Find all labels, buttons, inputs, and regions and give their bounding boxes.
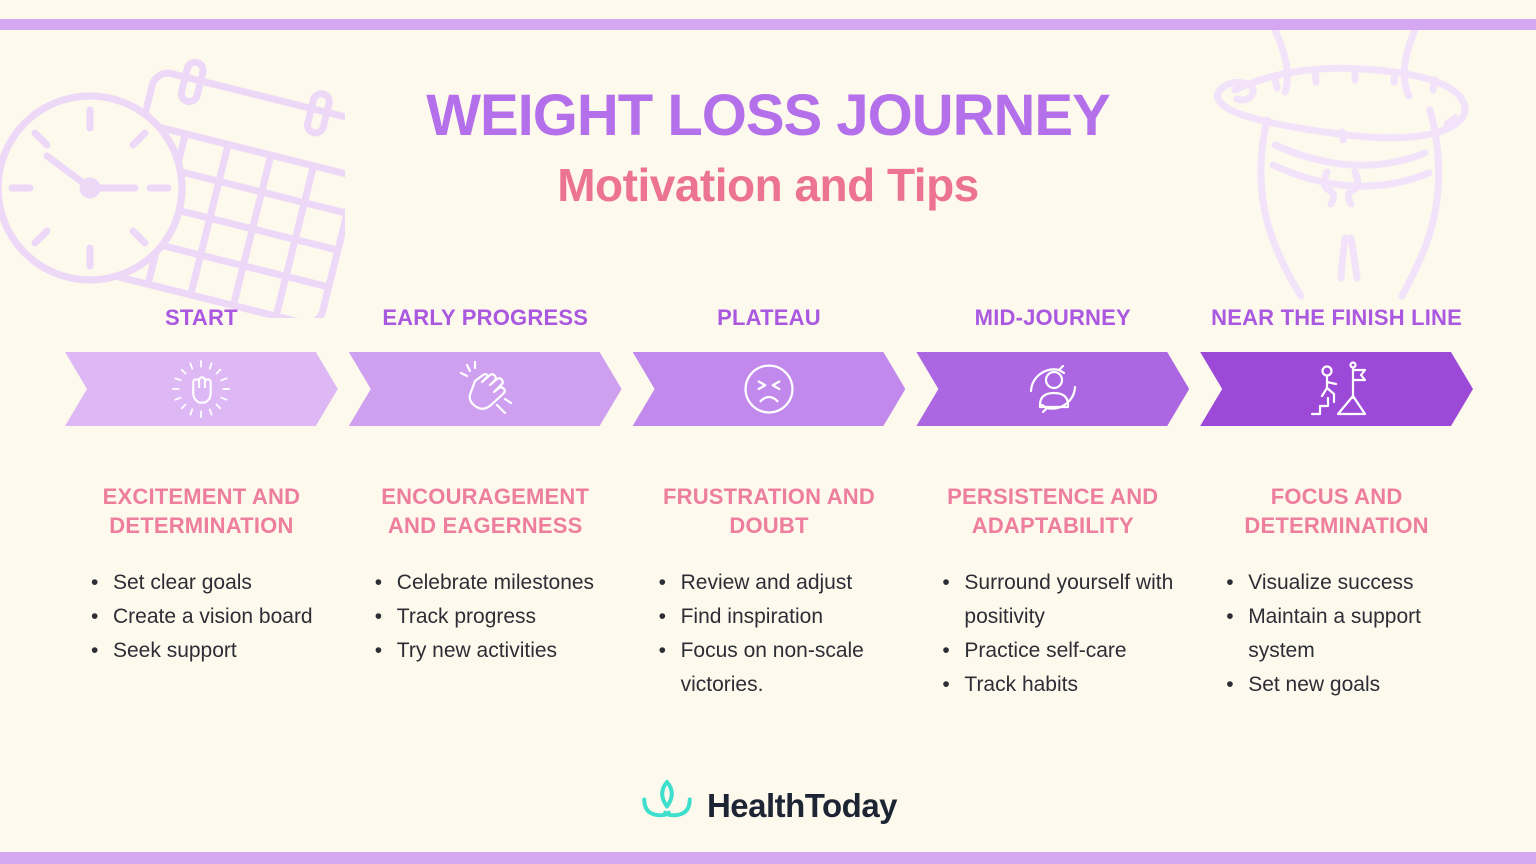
bullet-list: • Surround yourself with positivity • Prac… (916, 566, 1189, 702)
stage-heading: FRUSTRATION AND DOUBT (662, 484, 875, 538)
stage-label-plateau: PLATEAU (717, 305, 821, 330)
bullet-dot: • (658, 639, 666, 662)
list-item: • Set clear goals (91, 566, 338, 600)
bullet-text: Review and adjust (680, 571, 853, 594)
stage-heading: EXCITEMENT AND DETERMINATION (102, 484, 301, 538)
bullet-text: Seek support (113, 639, 237, 662)
arrow-segment-mid-journey (916, 352, 1189, 426)
page-subtitle: Motivation and Tips (557, 159, 979, 211)
summit-flag-icon (1304, 358, 1370, 420)
bullet-dot: • (658, 571, 666, 594)
bullet-dot: • (91, 639, 99, 662)
bullet-text: Visualize success (1248, 571, 1414, 594)
stage-heading: FOCUS AND DETERMINATION (1244, 484, 1429, 538)
bullet-text: Create a vision board (113, 605, 313, 628)
list-item: • Review and adjust (659, 566, 906, 600)
stage-label-start: START (165, 305, 238, 330)
stage-labels-row: START EARLY PROGRESS PLATEAU MID-JOURNEY… (65, 305, 1473, 331)
stage-detail-columns: EXCITEMENT AND DETERMINATION • Set clear … (65, 482, 1473, 702)
footer-brand: HealthToday (0, 778, 1536, 833)
bullet-text: Practice self-care (964, 639, 1127, 662)
bullet-dot: • (1226, 605, 1234, 628)
bullet-list: • Review and adjust • Find inspiration • Fo… (633, 566, 906, 702)
brand-name: HealthToday (706, 786, 898, 824)
stage-label-near-finish: NEAR THE FINISH LINE (1211, 305, 1463, 330)
list-item: • Visualize success (1226, 566, 1473, 600)
stage-column-near-finish: FOCUS AND DETERMINATION • Visualize succe… (1200, 482, 1473, 702)
bullet-dot: • (1226, 571, 1234, 594)
bullet-text: Focus on non-scale victories. (680, 639, 864, 696)
list-item: • Seek support (91, 634, 338, 668)
arrow-segment-early-progress (349, 352, 622, 426)
list-item: • Track habits (942, 668, 1189, 702)
stage-column-early-progress: ENCOURAGEMENT AND EAGERNESS • Celebrate m… (349, 482, 622, 702)
bottom-accent-bar (0, 852, 1536, 864)
page-title: WEIGHT LOSS JOURNEY (426, 83, 1111, 148)
list-item: • Try new activities (375, 634, 622, 668)
list-item: • Practice self-care (942, 634, 1189, 668)
bullet-dot: • (942, 673, 950, 696)
list-item: • Create a vision board (91, 600, 338, 634)
bullet-text: Surround yourself with positivity (964, 571, 1174, 628)
bullet-list: • Visualize success • Maintain a support s… (1200, 566, 1473, 702)
bullet-text: Maintain a support system (1248, 605, 1421, 662)
stage-heading: ENCOURAGEMENT AND EAGERNESS (381, 484, 590, 538)
bullet-text: Set new goals (1248, 673, 1381, 696)
list-item: • Track progress (375, 600, 622, 634)
bullet-list: • Celebrate milestones • Track progress • T… (349, 566, 622, 668)
arrow-segment-plateau (633, 352, 906, 426)
frustrated-face-icon (739, 359, 799, 419)
lotus-icon (639, 778, 695, 833)
clapping-hands-icon (453, 357, 517, 421)
list-item: • Set new goals (1226, 668, 1473, 702)
bullet-dot: • (91, 605, 99, 628)
bullet-dot: • (374, 639, 383, 662)
list-item: • Maintain a support system (1226, 600, 1473, 668)
bullet-dot: • (374, 605, 383, 628)
raised-fist-icon (170, 358, 232, 420)
bullet-dot: • (658, 605, 666, 628)
bullet-text: Track habits (964, 673, 1078, 696)
stage-column-start: EXCITEMENT AND DETERMINATION • Set clear … (65, 482, 338, 702)
arrow-segment-near-finish (1200, 352, 1473, 426)
list-item: • Celebrate milestones (375, 566, 622, 600)
stage-label-early-progress: EARLY PROGRESS (382, 305, 589, 330)
bullet-text: Set clear goals (113, 571, 252, 594)
person-refresh-icon (1021, 357, 1085, 421)
bullet-dot: • (374, 571, 383, 594)
bullet-dot: • (91, 571, 99, 594)
list-item: • Focus on non-scale victories. (659, 634, 906, 702)
arrow-segment-start (65, 352, 338, 426)
bullet-dot: • (1226, 673, 1234, 696)
bullet-text: Track progress (396, 605, 537, 628)
bullet-text: Try new activities (396, 639, 558, 662)
list-item: • Find inspiration (659, 600, 906, 634)
bullet-dot: • (942, 571, 950, 594)
bullet-dot: • (942, 639, 950, 662)
journey-arrow-band (65, 352, 1473, 426)
stage-column-mid-journey: PERSISTENCE AND ADAPTABILITY • Surround y… (916, 482, 1189, 702)
list-item: • Surround yourself with positivity (942, 566, 1189, 634)
bullet-list: • Set clear goals • Create a vision board … (65, 566, 338, 668)
stage-heading: PERSISTENCE AND ADAPTABILITY (947, 484, 1159, 538)
bullet-text: Find inspiration (680, 605, 823, 628)
stage-column-plateau: FRUSTRATION AND DOUBT • Review and adjust… (633, 482, 906, 702)
bullet-text: Celebrate milestones (396, 571, 595, 594)
top-accent-bar (0, 19, 1536, 30)
stage-label-mid-journey: MID-JOURNEY (974, 305, 1131, 330)
